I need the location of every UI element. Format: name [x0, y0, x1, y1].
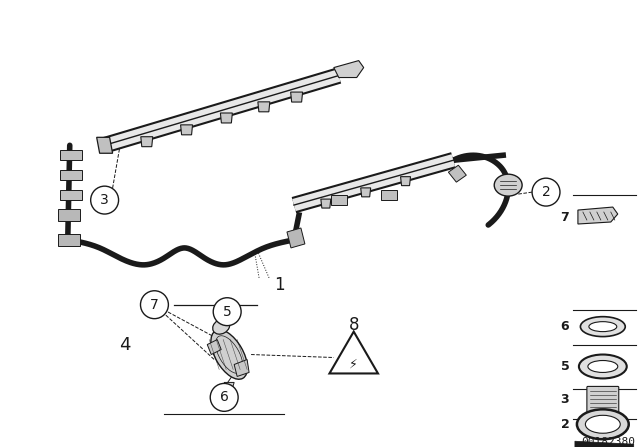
Ellipse shape: [212, 319, 230, 334]
Text: 2: 2: [541, 185, 550, 199]
Text: 6: 6: [561, 320, 569, 333]
Text: 7: 7: [561, 211, 570, 224]
Circle shape: [532, 178, 560, 206]
Text: 3: 3: [561, 393, 569, 406]
Polygon shape: [449, 165, 467, 182]
Ellipse shape: [579, 354, 627, 379]
Text: 5: 5: [223, 305, 232, 319]
Text: 3: 3: [100, 193, 109, 207]
Polygon shape: [207, 340, 221, 354]
Polygon shape: [331, 195, 347, 205]
Polygon shape: [334, 60, 364, 78]
Polygon shape: [361, 188, 371, 197]
Text: 4: 4: [119, 336, 131, 353]
FancyBboxPatch shape: [587, 387, 619, 412]
Polygon shape: [287, 228, 305, 248]
Polygon shape: [60, 190, 82, 200]
Polygon shape: [97, 138, 113, 153]
Circle shape: [91, 186, 118, 214]
Polygon shape: [60, 150, 82, 160]
Polygon shape: [401, 177, 410, 185]
Polygon shape: [234, 359, 249, 376]
Text: ⚡: ⚡: [349, 358, 358, 371]
Text: 00182380: 00182380: [581, 437, 635, 447]
Polygon shape: [575, 441, 634, 448]
Ellipse shape: [586, 415, 620, 433]
Ellipse shape: [588, 361, 618, 372]
Polygon shape: [58, 209, 80, 221]
Text: 8: 8: [348, 316, 359, 334]
Polygon shape: [180, 125, 193, 135]
Polygon shape: [141, 137, 153, 146]
Polygon shape: [321, 199, 331, 208]
Polygon shape: [224, 383, 234, 392]
Text: 6: 6: [220, 390, 228, 405]
Polygon shape: [60, 170, 82, 180]
Circle shape: [211, 383, 238, 411]
Polygon shape: [220, 113, 232, 123]
Ellipse shape: [589, 322, 617, 332]
Circle shape: [213, 298, 241, 326]
Text: 2: 2: [561, 418, 570, 431]
Polygon shape: [578, 207, 618, 224]
Polygon shape: [58, 234, 80, 246]
Ellipse shape: [211, 330, 248, 379]
Circle shape: [141, 291, 168, 319]
Polygon shape: [258, 102, 270, 112]
Text: 7: 7: [150, 298, 159, 312]
Polygon shape: [291, 92, 303, 102]
Text: 5: 5: [561, 360, 570, 373]
Ellipse shape: [580, 317, 625, 336]
Text: 1: 1: [274, 276, 284, 294]
Ellipse shape: [577, 409, 628, 439]
Ellipse shape: [494, 174, 522, 196]
Polygon shape: [381, 190, 397, 200]
